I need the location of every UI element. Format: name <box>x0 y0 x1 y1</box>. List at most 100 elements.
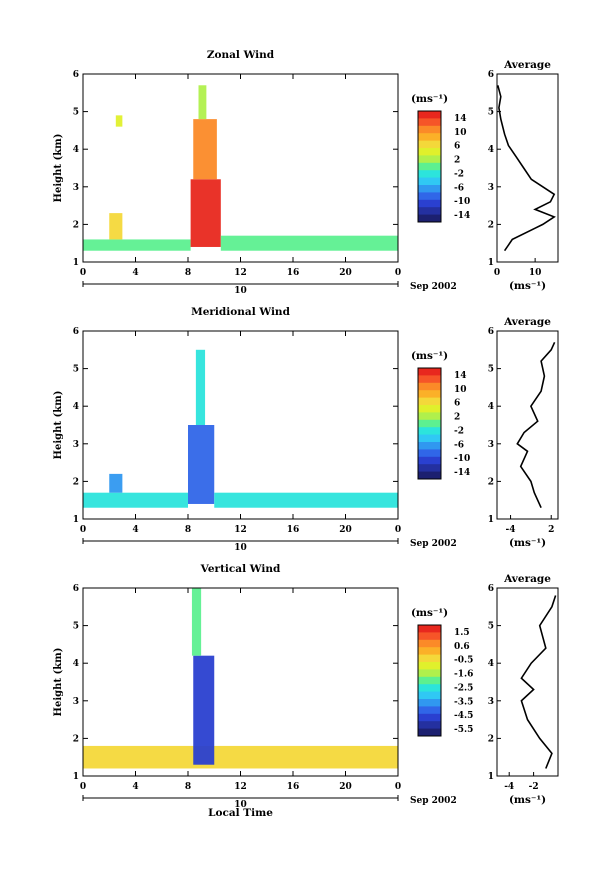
heatmap-cell <box>83 239 191 251</box>
colorbar-swatch <box>418 111 441 119</box>
y-tick-label: 3 <box>73 697 79 707</box>
colorbar-swatch <box>418 155 441 164</box>
colorbar-swatch <box>418 199 441 208</box>
average-x-label: (ms⁻¹) <box>509 537 546 549</box>
x-tick-label: 12 <box>234 268 247 278</box>
y-axis-label: Height (km) <box>53 391 64 460</box>
average-y-tick-label: 6 <box>488 584 494 594</box>
colorbar-swatch <box>418 654 441 663</box>
x-tick-label: 16 <box>287 268 300 278</box>
date-label: Sep 2002 <box>410 539 457 549</box>
colorbar-swatch <box>418 405 441 413</box>
colorbar-swatch <box>418 625 441 633</box>
colorbar-tick-label: 1.5 <box>454 628 470 638</box>
heatmap-cell <box>198 85 207 120</box>
colorbar-swatch <box>418 647 441 656</box>
colorbar-tick-label: 6 <box>454 399 460 409</box>
x-tick-label: 12 <box>234 525 247 535</box>
colorbar-tick-label: -14 <box>454 468 470 478</box>
y-tick-label: 4 <box>73 659 79 669</box>
average-x-tick-label: 10 <box>529 268 542 278</box>
y-axis-label: Height (km) <box>53 134 64 203</box>
average-frame <box>496 73 559 263</box>
average-frame <box>496 587 559 777</box>
colorbar-swatch <box>418 125 441 134</box>
average-y-tick-label: 3 <box>488 183 494 193</box>
x-tick-label: 16 <box>287 525 300 535</box>
colorbar-frame <box>417 110 442 223</box>
average-x-label: (ms⁻¹) <box>509 280 546 292</box>
average-y-tick-label: 5 <box>488 622 494 632</box>
date-label: Sep 2002 <box>410 796 457 806</box>
average-y-tick-label: 4 <box>488 402 494 412</box>
colorbar-swatch <box>418 434 441 443</box>
colorbar-swatch <box>418 442 441 450</box>
colorbar-swatch <box>418 699 441 707</box>
colorbar-tick-label: -2 <box>454 426 464 436</box>
average-y-tick-label: 2 <box>488 734 494 744</box>
colorbar-tick-label: 10 <box>454 385 467 395</box>
date-label: Sep 2002 <box>410 282 457 292</box>
y-tick-label: 2 <box>73 477 79 487</box>
heatmap-cell <box>83 492 188 508</box>
colorbar-swatch <box>418 185 441 193</box>
colorbar-frame <box>417 624 442 737</box>
colorbar-swatch <box>418 412 441 421</box>
x-tick-label: 4 <box>132 782 138 792</box>
colorbar-swatch <box>418 706 441 715</box>
colorbar-tick-label: 14 <box>454 114 467 124</box>
colorbar-tick-label: -10 <box>454 454 470 464</box>
heatmap-cell <box>190 179 221 247</box>
colorbar-swatch <box>418 140 441 149</box>
x-tick-label: 20 <box>339 525 352 535</box>
colorbar-swatch <box>418 691 441 700</box>
colorbar-tick-label: 2 <box>454 413 460 423</box>
average-y-tick-label: 6 <box>488 327 494 337</box>
average-y-tick-label: 5 <box>488 108 494 118</box>
average-profile-line <box>516 341 556 509</box>
y-tick-label: 5 <box>73 365 79 375</box>
x-tick-label: 4 <box>132 525 138 535</box>
average-y-tick-label: 3 <box>488 697 494 707</box>
colorbar-unit: (ms⁻¹) <box>411 93 448 105</box>
colorbar-unit: (ms⁻¹) <box>411 607 448 619</box>
heatmap-cell <box>191 588 202 656</box>
colorbar-swatch <box>418 390 441 399</box>
colorbar-tick-label: -4.5 <box>454 711 473 721</box>
average-y-tick-label: 4 <box>488 145 494 155</box>
average-x-tick-label: 2 <box>548 525 554 535</box>
panel-title: Vertical Wind <box>200 563 281 575</box>
average-y-tick-label: 3 <box>488 440 494 450</box>
heatmap-cell <box>193 655 215 765</box>
colorbar-tick-label: 2 <box>454 156 460 166</box>
heatmap-cell <box>193 119 217 180</box>
colorbar-tick-label: -0.5 <box>454 656 473 666</box>
colorbar-tick-label: -1.6 <box>454 670 473 680</box>
x-tick-label: 20 <box>339 268 352 278</box>
x-tick-label: 0 <box>395 525 401 535</box>
heatmap-cell <box>214 492 398 508</box>
colorbar-tick-label: 10 <box>454 128 467 138</box>
average-profile-line <box>520 595 557 769</box>
panel-title: Meridional Wind <box>191 306 290 318</box>
average-title: Average <box>503 573 551 585</box>
colorbar-swatch <box>418 214 441 223</box>
colorbar-tick-label: -2.5 <box>454 683 473 693</box>
colorbar-swatch <box>418 728 441 737</box>
colorbar-swatch <box>418 207 441 216</box>
colorbar-swatch <box>418 419 441 428</box>
average-y-tick-label: 6 <box>488 70 494 80</box>
heatmap-cell <box>109 213 123 240</box>
heatmap-cell <box>220 235 398 251</box>
average-profile-line <box>497 85 556 252</box>
average-y-tick-label: 2 <box>488 477 494 487</box>
y-tick-label: 5 <box>73 622 79 632</box>
colorbar-tick-label: -5.5 <box>454 725 473 735</box>
colorbar-swatch <box>418 192 441 201</box>
plot-frame <box>82 73 399 263</box>
average-y-tick-label: 1 <box>488 772 494 782</box>
colorbar-tick-label: 6 <box>454 142 460 152</box>
average-x-tick-label: -2 <box>529 782 539 792</box>
y-tick-label: 1 <box>73 772 79 782</box>
